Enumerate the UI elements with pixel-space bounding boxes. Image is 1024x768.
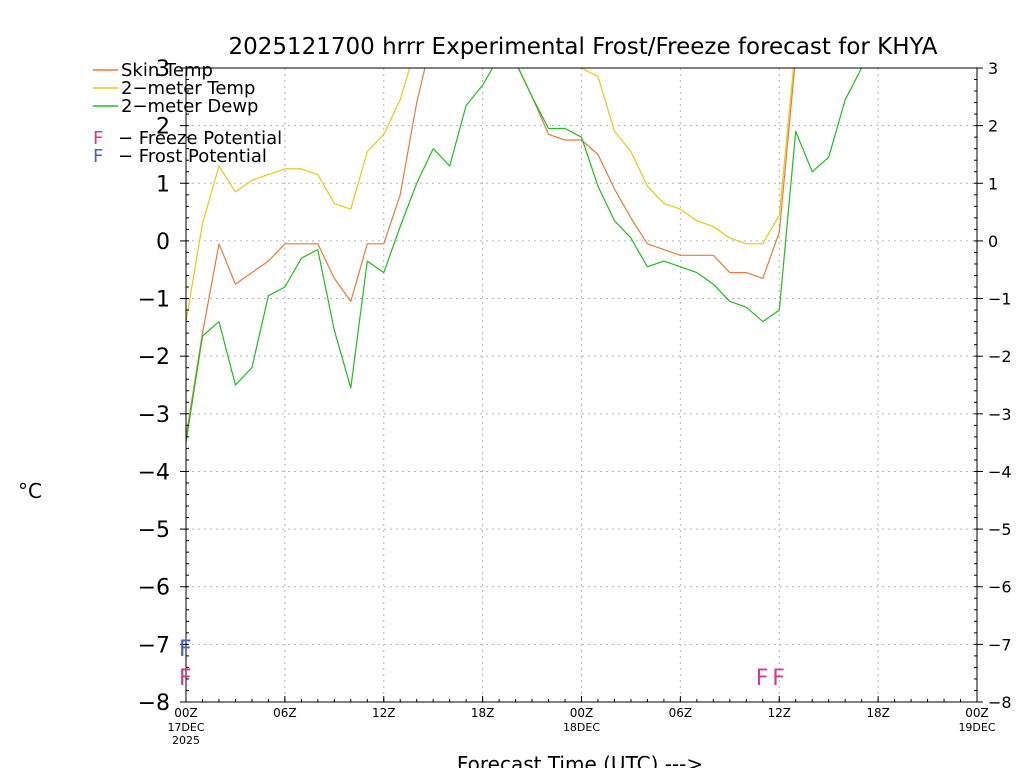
y-tick-label-right: −6: [988, 578, 1012, 597]
legend-label: − Freeze Potential: [118, 128, 282, 149]
y-tick-label-left: −6: [138, 576, 170, 601]
y-tick-label-left: 3: [156, 57, 170, 82]
y-tick-label-left: 0: [156, 230, 170, 255]
plot-frame: [185, 67, 978, 703]
freeze-potential-marker: F: [756, 666, 769, 691]
y-tick-label-right: −2: [988, 347, 1012, 366]
chart-title: 2025121700 hrrr Experimental Frost/Freez…: [228, 34, 937, 60]
y-tick-label-right: −1: [988, 290, 1012, 309]
x-tick-sublabel: 17DEC: [167, 721, 204, 734]
x-axis-label: Forecast Time (UTC) --->: [457, 752, 703, 768]
y-tick-label-left: −5: [138, 518, 170, 543]
x-tick-label: 06Z: [669, 706, 693, 720]
y-tick-label-left: −3: [138, 403, 170, 428]
y-tick-label-right: −8: [988, 693, 1012, 712]
frost-potential-marker: F: [179, 637, 192, 662]
y-tick-label-right: 3: [988, 59, 998, 78]
y-tick-label-right: −3: [988, 405, 1012, 424]
y-tick-label-right: 1: [988, 174, 998, 193]
x-tick-label: 18Z: [866, 706, 890, 720]
y-tick-label-left: −4: [138, 460, 170, 485]
x-tick-label: 00Z: [174, 706, 198, 720]
x-tick-sublabel: 18DEC: [563, 721, 600, 734]
y-tick-label-left: −8: [138, 691, 170, 716]
freeze-potential-marker: F: [179, 666, 192, 691]
y-tick-label-left: 1: [156, 172, 170, 197]
y-tick-label-left: −7: [138, 633, 170, 658]
y-tick-label-left: −2: [138, 345, 170, 370]
x-tick-sublabel: 2025: [172, 734, 200, 747]
x-tick-label: 12Z: [768, 706, 792, 720]
legend-label: Skin Temp: [121, 60, 213, 81]
legend-label: 2−meter Temp: [121, 78, 255, 99]
legend-label: − Frost Potential: [118, 146, 267, 167]
y-tick-label-right: 0: [988, 232, 998, 251]
x-tick-label: 12Z: [372, 706, 396, 720]
y-tick-label-right: −5: [988, 520, 1012, 539]
series-line-skin-temp: [186, 68, 796, 437]
frost-freeze-markers: FF F F: [179, 637, 785, 691]
series-line-2-meter-dewp: [186, 68, 863, 443]
y-tick-label-left: −1: [138, 288, 170, 313]
x-tick-label: 00Z: [570, 706, 594, 720]
x-tick-sublabel: 19DEC: [958, 721, 995, 734]
grid-lines: [185, 67, 978, 703]
legend-label: 2−meter Dewp: [121, 96, 258, 117]
freeze-potential-marker: F: [772, 666, 785, 691]
y-tick-label-left: 2: [156, 115, 170, 140]
y-tick-label-right: −7: [988, 635, 1012, 654]
legend-symbol: F: [93, 146, 103, 167]
y-axis-label: °C: [18, 479, 42, 503]
y-axis-ticks: 3 3 2 2 1 1 0 0 −1 −1 −2 −2 −3 −3 −4 −4 −5 −5 −6 −6 −7 −7 −8 −8: [138, 57, 1012, 716]
series-lines: [186, 68, 863, 443]
y-tick-label-right: −4: [988, 462, 1012, 481]
x-tick-label: 00Z: [965, 706, 989, 720]
x-tick-label: 18Z: [471, 706, 495, 720]
y-tick-label-right: 2: [988, 117, 998, 136]
legend-symbol: F: [93, 128, 103, 149]
x-tick-label: 06Z: [273, 706, 297, 720]
series-line-2-meter-temp: [186, 68, 795, 322]
